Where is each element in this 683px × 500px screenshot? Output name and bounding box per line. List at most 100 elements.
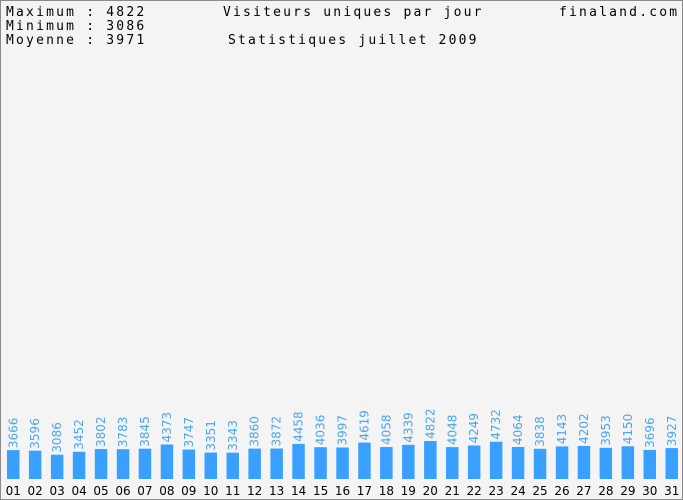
value-label-25: 3838	[533, 416, 547, 447]
value-label-10: 3351	[204, 420, 218, 451]
x-tick-label-06: 06	[115, 484, 130, 498]
chart-subtitle: Statistiques juillet 2009	[228, 33, 479, 48]
bar-day-14	[292, 443, 305, 479]
avg-label: Moyenne	[6, 33, 77, 48]
value-label-24: 4064	[511, 414, 525, 445]
x-tick-label-09: 09	[181, 484, 196, 498]
bar-day-01	[7, 450, 20, 479]
x-tick-label-25: 25	[532, 484, 547, 498]
value-label-27: 4202	[577, 413, 591, 444]
value-label-20: 4822	[423, 408, 437, 439]
min-stat: Minimum : 3086	[6, 19, 147, 34]
value-label-14: 4458	[292, 411, 306, 442]
bar-day-23	[489, 441, 503, 479]
x-tick-label-22: 22	[467, 484, 482, 498]
bar-day-10	[204, 452, 217, 479]
x-tick-label-26: 26	[554, 484, 569, 498]
x-tick-label-28: 28	[598, 484, 613, 498]
bar-day-02	[28, 450, 42, 479]
bar-day-20	[424, 441, 437, 479]
x-tick-label-21: 21	[445, 484, 460, 498]
bar-day-19	[402, 444, 415, 479]
value-label-11: 3343	[226, 420, 240, 451]
value-label-29: 4150	[621, 414, 635, 445]
bar-day-12	[248, 448, 261, 479]
site-name: finaland.com	[559, 5, 680, 20]
avg-stat: Moyenne : 3971	[6, 33, 147, 48]
value-label-03: 3086	[50, 422, 64, 453]
bar-day-04	[72, 451, 86, 479]
value-label-05: 3802	[94, 416, 108, 447]
bar-day-27	[577, 445, 591, 479]
x-tick-label-23: 23	[488, 484, 503, 498]
bar-day-29	[621, 446, 635, 479]
bar-day-05	[94, 449, 108, 479]
x-tick-label-02: 02	[28, 484, 43, 498]
bar-day-16	[336, 447, 349, 479]
x-tick-label-07: 07	[137, 484, 152, 498]
bar-day-09	[182, 449, 196, 479]
bar-day-06	[116, 449, 130, 479]
value-label-01: 3666	[6, 418, 20, 449]
x-tick-label-24: 24	[510, 484, 525, 498]
x-tick-label-10: 10	[203, 484, 218, 498]
value-label-07: 3845	[138, 416, 152, 447]
bar-day-22	[467, 445, 481, 479]
x-tick-label-03: 03	[49, 484, 64, 498]
value-label-19: 4339	[401, 412, 415, 443]
value-label-08: 4373	[160, 412, 174, 443]
x-tick-label-01: 01	[6, 484, 21, 498]
value-label-22: 4249	[467, 413, 481, 444]
bar-day-17	[358, 442, 371, 479]
value-label-06: 3783	[116, 417, 130, 448]
avg-value: 3971	[106, 33, 147, 48]
bar-day-08	[160, 444, 174, 479]
value-label-30: 3696	[643, 417, 657, 448]
bar-day-03	[50, 454, 64, 479]
x-tick-label-16: 16	[335, 484, 350, 498]
bar-day-25	[533, 448, 547, 479]
min-label: Minimum	[6, 19, 77, 34]
value-label-21: 4048	[445, 415, 459, 446]
max-value: 4822	[106, 5, 147, 20]
x-tick-label-17: 17	[357, 484, 372, 498]
bar-day-28	[599, 447, 613, 479]
value-label-17: 4619	[357, 410, 371, 441]
min-value: 3086	[106, 19, 147, 34]
value-label-18: 4058	[379, 414, 393, 445]
bar-day-30	[643, 449, 656, 479]
x-tick-label-19: 19	[401, 484, 416, 498]
x-tick-label-14: 14	[291, 484, 306, 498]
x-tick-label-11: 11	[225, 484, 240, 498]
value-label-26: 4143	[555, 414, 569, 445]
x-tick-label-13: 13	[269, 484, 284, 498]
x-tick-label-27: 27	[576, 484, 591, 498]
bar-day-13	[270, 448, 283, 479]
value-label-31: 3927	[665, 416, 679, 447]
value-label-12: 3860	[248, 416, 262, 447]
value-label-04: 3452	[72, 419, 86, 450]
bar-day-15	[314, 447, 327, 479]
x-tick-label-05: 05	[93, 484, 108, 498]
x-tick-label-20: 20	[423, 484, 438, 498]
bar-day-24	[511, 447, 525, 479]
value-label-13: 3872	[270, 416, 284, 447]
bar-day-21	[446, 447, 459, 479]
x-tick-label-08: 08	[159, 484, 174, 498]
bar-day-11	[226, 452, 239, 479]
max-label: Maximum	[6, 5, 77, 20]
x-tick-label-30: 30	[642, 484, 657, 498]
chart-title: Visiteurs uniques par jour	[223, 5, 484, 20]
value-label-02: 3596	[28, 418, 42, 449]
value-label-28: 3953	[599, 415, 613, 446]
bar-day-26	[555, 446, 569, 479]
bar-day-18	[380, 447, 393, 479]
x-tick-label-29: 29	[620, 484, 635, 498]
bar-day-31	[665, 448, 678, 479]
x-tick-label-18: 18	[379, 484, 394, 498]
x-tick-label-31: 31	[664, 484, 679, 498]
x-tick-label-12: 12	[247, 484, 262, 498]
value-label-16: 3997	[336, 415, 350, 446]
